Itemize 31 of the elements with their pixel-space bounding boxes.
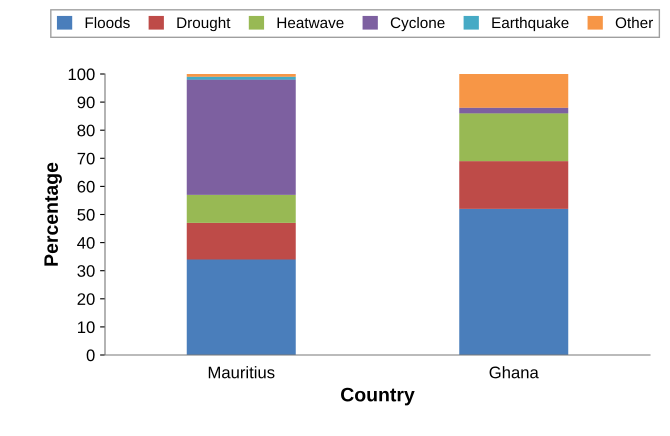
x-tick-label: Mauritius [208,366,274,378]
bar [186,74,296,77]
y-tick-label: 30 [77,265,95,277]
bar [459,74,568,108]
y-tick-label: 50 [77,208,95,221]
bar [186,222,296,260]
bar [459,108,568,114]
bar [186,80,296,195]
legend-label: Cyclone [390,16,445,32]
y-tick-label: 10 [78,321,95,334]
y-tick-label: 80 [77,124,95,136]
bar [186,259,296,355]
y-axis-title: Percentage [44,162,62,266]
y-tick-label: 0 [86,349,95,362]
x-tick-label: Ghana [490,366,539,378]
y-tick-label: 20 [78,293,95,306]
legend-label: Other [616,16,654,28]
y-tick-label: 100 [68,68,95,80]
bar [459,161,568,209]
legend-label: Heatwave [278,17,344,28]
legend-label: Earthquake [492,16,569,32]
y-tick-label: 70 [78,152,95,165]
x-axis-title: Country [341,388,415,406]
bar [459,113,568,162]
y-tick-label: 90 [78,96,95,108]
y-tick-label: 60 [78,180,95,193]
bar [186,194,296,223]
legend-label: Drought [177,16,230,32]
y-tick-label: 40 [77,237,95,249]
legend-label: Floods [86,16,130,28]
bar [459,208,568,355]
